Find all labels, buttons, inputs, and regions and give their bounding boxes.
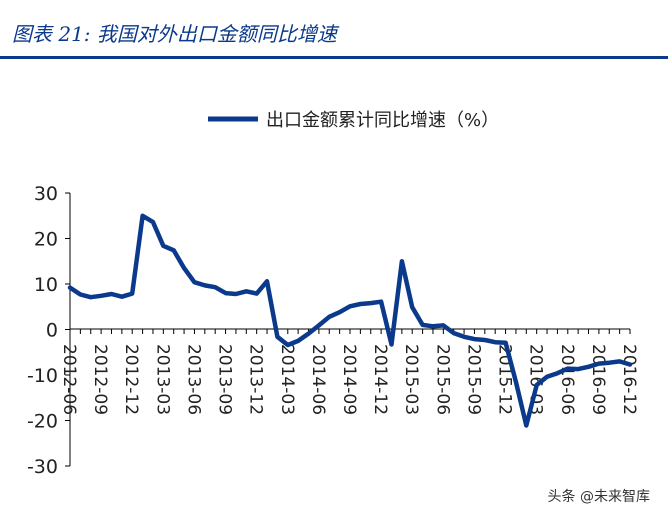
data-point — [192, 280, 197, 284]
data-point — [306, 331, 311, 336]
data-point — [493, 340, 497, 344]
x-tick-label: 2015-03 — [401, 344, 421, 415]
data-point — [628, 362, 632, 367]
x-tick-label: 2015-06 — [432, 344, 452, 415]
data-point — [348, 304, 352, 308]
x-tick-label: 2013-06 — [183, 344, 203, 415]
data-point — [576, 367, 580, 371]
data-point — [151, 220, 155, 224]
x-tick-label: 2014-03 — [277, 344, 297, 415]
data-point — [503, 341, 508, 345]
data-point — [462, 335, 466, 339]
data-point — [524, 423, 528, 428]
data-point — [535, 383, 539, 387]
data-point — [109, 292, 114, 296]
data-point — [514, 380, 518, 384]
data-point — [545, 375, 549, 379]
data-point — [483, 338, 487, 342]
y-tick-label: 10 — [34, 274, 58, 296]
data-point — [618, 359, 622, 363]
data-point — [130, 291, 134, 296]
data-point — [566, 367, 570, 371]
legend-label: 出口金额累计同比增速（%） — [266, 110, 499, 131]
data-point — [255, 291, 259, 296]
data-point — [213, 285, 217, 289]
data-point — [265, 279, 269, 283]
data-point — [555, 371, 560, 375]
data-point — [161, 244, 165, 248]
y-tick-label: 30 — [34, 183, 58, 205]
data-point — [420, 323, 425, 327]
data-point — [400, 259, 404, 263]
data-point — [452, 331, 456, 335]
x-tick-label: 2014-06 — [308, 344, 328, 415]
x-tick-label: 2013-12 — [246, 344, 266, 415]
data-point — [607, 361, 611, 365]
figure-title: 图表 21: 我国对外出口金额同比增速 — [12, 22, 337, 46]
legend: 出口金额累计同比增速（%） — [208, 110, 499, 131]
data-point — [358, 302, 362, 306]
data-point — [410, 305, 414, 309]
data-point — [78, 292, 82, 297]
x-tick-label: 2013-03 — [152, 344, 172, 415]
data-point — [120, 295, 124, 299]
data-point — [172, 248, 176, 252]
x-tick-label: 2013-09 — [215, 344, 235, 415]
y-axis: -30 -20 -10 0 10 20 30 — [27, 183, 71, 478]
data-point — [472, 337, 477, 341]
data-point — [234, 292, 238, 296]
data-point — [389, 342, 394, 347]
data-point — [223, 291, 228, 295]
data-point — [338, 310, 342, 314]
x-tick-label: 2012-06 — [59, 344, 79, 415]
x-tick-label: 2015-09 — [463, 344, 483, 415]
data-point — [369, 301, 373, 305]
x-tick-label: 2016-09 — [588, 344, 608, 415]
x-tick-label: 2015-12 — [495, 344, 515, 415]
x-tick-label: 2016-03 — [526, 344, 546, 415]
title-divider — [0, 56, 668, 59]
x-tick-label: 2012-12 — [121, 344, 141, 415]
data-point — [597, 362, 601, 366]
data-point — [140, 214, 145, 218]
y-tick-label: -30 — [27, 456, 58, 478]
x-tick-label: 2014-12 — [370, 344, 390, 415]
x-axis: 2012-06 2012-09 2012-12 2013-03 2013-06 2013-… — [59, 328, 639, 415]
data-point — [99, 294, 103, 298]
data-point — [379, 300, 383, 304]
data-point — [182, 266, 186, 270]
y-tick-label: 20 — [34, 229, 58, 251]
x-tick-label: 2012-09 — [90, 344, 110, 415]
x-tick-label: 2016-12 — [619, 344, 639, 415]
data-point — [89, 295, 93, 299]
series-group — [67, 213, 633, 428]
data-point — [327, 315, 331, 319]
data-point — [203, 283, 207, 287]
data-point — [586, 365, 591, 369]
watermark: 头条 @未来智库 — [543, 484, 654, 508]
x-tick-label: 2016-06 — [557, 344, 577, 415]
y-tick-label: 0 — [46, 320, 58, 342]
data-point — [296, 339, 300, 343]
data-point — [441, 323, 445, 328]
y-tick-label: -10 — [27, 365, 58, 387]
y-tick-label: -20 — [27, 411, 58, 433]
x-tick-label: 2014-09 — [339, 344, 359, 415]
data-point — [68, 286, 72, 290]
data-point — [317, 323, 321, 328]
data-point — [286, 343, 290, 347]
data-point — [431, 324, 435, 328]
data-point — [275, 335, 280, 339]
data-point — [244, 289, 248, 293]
